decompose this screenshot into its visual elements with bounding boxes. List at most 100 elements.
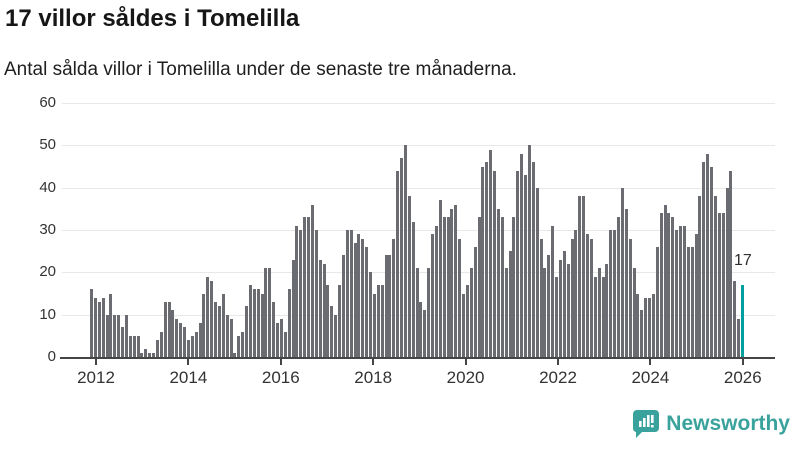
bar xyxy=(682,225,686,357)
bar xyxy=(551,225,555,357)
bar xyxy=(113,314,117,357)
page-title: 17 villor såldes i Tomelilla xyxy=(5,5,300,32)
bar xyxy=(202,293,206,357)
bar xyxy=(473,246,477,357)
brand-name: Newsworthy xyxy=(666,412,790,435)
bar xyxy=(671,217,675,357)
bar xyxy=(152,352,155,357)
bar xyxy=(268,268,272,357)
bar xyxy=(694,234,698,357)
bar xyxy=(117,314,121,357)
y-axis-tick-label: 30 xyxy=(39,221,56,238)
bar xyxy=(465,285,469,357)
gridline xyxy=(62,187,775,189)
highlighted-current-bar xyxy=(741,285,744,357)
bar xyxy=(562,251,566,357)
bar xyxy=(221,293,225,357)
x-axis-tick xyxy=(557,359,559,365)
gridline xyxy=(62,145,775,147)
bar xyxy=(659,213,663,357)
bar xyxy=(105,314,109,357)
bar xyxy=(365,246,369,357)
x-axis-tick-label: 2012 xyxy=(77,368,115,387)
bar xyxy=(155,340,159,357)
bar xyxy=(690,246,694,357)
bar xyxy=(210,280,214,357)
bar xyxy=(593,276,597,357)
bar xyxy=(369,272,372,357)
bar xyxy=(241,331,245,357)
bar xyxy=(570,238,574,357)
x-axis-tick-label: 2024 xyxy=(631,368,670,387)
bar xyxy=(539,238,543,357)
bar xyxy=(636,293,640,357)
x-axis-tick xyxy=(464,359,467,365)
bar xyxy=(485,162,489,357)
bar xyxy=(504,268,508,357)
bar xyxy=(601,276,605,357)
chart-subtitle: Antal sålda villor i Tomelilla under de … xyxy=(4,59,517,80)
bar xyxy=(307,217,310,357)
bar xyxy=(493,170,496,357)
bar xyxy=(496,208,500,357)
bar xyxy=(357,234,361,357)
bar xyxy=(392,238,396,357)
bar xyxy=(558,259,562,357)
bar xyxy=(434,225,438,357)
bar xyxy=(651,293,655,357)
bar xyxy=(609,230,613,357)
bar xyxy=(729,170,733,357)
bar xyxy=(481,166,485,357)
bar xyxy=(287,289,291,357)
bar xyxy=(345,230,349,357)
bar xyxy=(427,268,431,357)
bar xyxy=(159,331,163,357)
bar xyxy=(407,196,411,357)
gridline xyxy=(62,314,775,316)
bar xyxy=(702,162,706,357)
bar xyxy=(334,314,338,357)
y-axis-tick-label: 60 xyxy=(39,94,56,112)
bar xyxy=(586,234,589,357)
bar xyxy=(194,331,198,357)
bar xyxy=(245,306,248,357)
bar xyxy=(264,268,268,357)
bar xyxy=(186,340,190,357)
bar xyxy=(520,153,524,357)
x-axis-tick-label: 2014 xyxy=(169,368,208,387)
bar xyxy=(524,175,527,357)
bar xyxy=(206,276,210,357)
y-axis-tick-label: 40 xyxy=(39,178,56,196)
bar xyxy=(260,293,264,357)
bar xyxy=(128,335,132,357)
bar xyxy=(698,196,702,357)
bar xyxy=(318,259,322,357)
bar xyxy=(217,306,221,357)
bar xyxy=(663,204,667,357)
bar xyxy=(299,230,303,357)
bar xyxy=(733,280,737,357)
bar xyxy=(458,238,462,357)
bar xyxy=(283,331,287,357)
bar xyxy=(279,318,283,357)
bar xyxy=(655,246,659,357)
bar xyxy=(361,238,365,357)
bar xyxy=(248,285,252,357)
bar xyxy=(648,297,651,357)
y-axis-tick-label: 20 xyxy=(39,263,56,281)
last-value-label: 17 xyxy=(734,252,752,269)
bar xyxy=(737,318,741,357)
bar xyxy=(566,263,570,357)
bar xyxy=(620,187,624,357)
bar xyxy=(190,335,194,357)
bar xyxy=(252,289,256,357)
bar xyxy=(675,230,679,357)
bar xyxy=(640,310,644,357)
bar xyxy=(171,310,175,357)
bar xyxy=(380,285,384,357)
bar xyxy=(543,268,547,357)
bar xyxy=(276,323,279,357)
bar xyxy=(376,285,380,357)
bar xyxy=(109,293,113,357)
